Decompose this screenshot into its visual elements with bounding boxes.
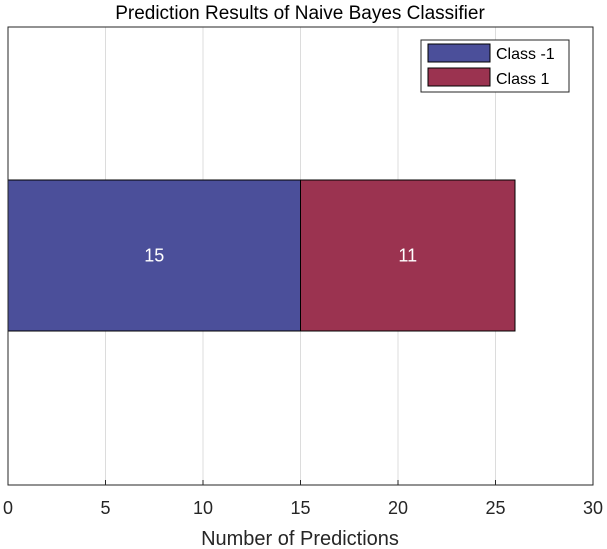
x-tick-label: 20: [388, 498, 408, 518]
bar-segment-class-1: [300, 179, 516, 332]
x-tick-label: 30: [583, 498, 603, 518]
x-axis-label: Number of Predictions: [201, 528, 399, 549]
x-tick-label: 5: [100, 498, 110, 518]
legend: Class -1 Class 1: [420, 39, 570, 93]
bar-data-label: 11: [398, 246, 417, 266]
bar-segment-class-neg1: [7, 179, 301, 332]
legend-swatch-class-neg1: [427, 43, 491, 63]
x-tick-label: 15: [290, 498, 310, 518]
x-tick-label: 10: [193, 498, 213, 518]
x-tick-label: 25: [485, 498, 505, 518]
x-axis-ticks: 0 5 10 15 20 25 30: [3, 480, 603, 518]
chart-title: Prediction Results of Naive Bayes Classi…: [115, 3, 485, 24]
bar-data-label: 15: [144, 246, 164, 266]
bars: 15 11: [7, 179, 516, 332]
x-tick-label: 0: [3, 498, 13, 518]
legend-label-class-neg1: Class -1: [496, 46, 555, 63]
legend-swatch-class-1: [427, 67, 491, 87]
legend-label-class-1: Class 1: [496, 71, 549, 88]
